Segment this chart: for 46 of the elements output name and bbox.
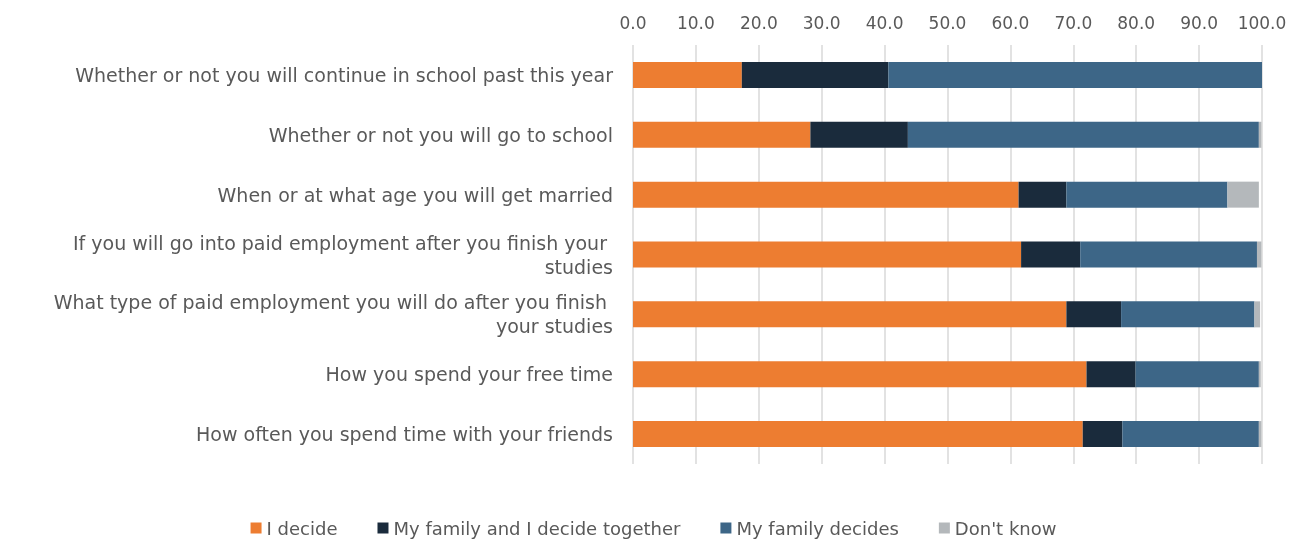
x-tick-label: 10.0	[676, 12, 715, 33]
y-tick-label: When or at what age you will get married	[217, 183, 613, 206]
bar	[1086, 361, 1136, 388]
y-tick-label: Whether or not you will go to school	[268, 123, 613, 146]
y-tick-label: What type of paid employment you will do after you finish your studies	[53, 291, 613, 338]
bar	[907, 121, 1259, 148]
bar	[1122, 421, 1259, 448]
y-tick-label: If you will go into paid employment after you finish your studies	[72, 231, 613, 278]
bar	[1256, 241, 1262, 268]
bar	[633, 181, 1019, 208]
bar	[810, 121, 908, 148]
bar	[1066, 301, 1122, 328]
bar	[633, 301, 1067, 328]
bar	[633, 361, 1087, 388]
legend-label: Don't know	[954, 517, 1057, 539]
bar	[633, 61, 742, 88]
bar	[1082, 421, 1123, 448]
legend-label: I decide	[266, 517, 338, 539]
x-tick-label: 40.0	[865, 12, 904, 33]
x-tick-label: 0.0	[619, 12, 647, 33]
bar	[1018, 181, 1067, 208]
x-tick-label: 50.0	[928, 12, 967, 33]
bar	[633, 421, 1083, 448]
bar	[1135, 361, 1259, 388]
x-tick-label: 80.0	[1117, 12, 1156, 33]
bar	[633, 241, 1022, 268]
bar	[1227, 181, 1259, 208]
legend-label: My family decides	[736, 517, 899, 539]
y-tick-label: Whether or not you will continue in school past this year	[75, 63, 614, 86]
bar	[888, 61, 1262, 88]
legend-label: My family and I decide together	[393, 517, 682, 539]
bar	[1021, 241, 1081, 268]
bar	[633, 121, 811, 148]
x-tick-label: 90.0	[1180, 12, 1219, 33]
x-tick-label: 20.0	[739, 12, 778, 33]
x-tick-label: 100.0	[1237, 12, 1287, 33]
x-tick-label: 60.0	[991, 12, 1030, 33]
bar	[1121, 301, 1255, 328]
x-tick-label: 70.0	[1054, 12, 1093, 33]
bar	[741, 61, 889, 88]
x-tick-label: 30.0	[802, 12, 841, 33]
bar	[1080, 241, 1257, 268]
bar	[1066, 181, 1228, 208]
y-tick-label: How often you spend time with your friends	[196, 423, 613, 446]
bar	[1254, 301, 1261, 328]
y-tick-label: How you spend your free time	[325, 363, 613, 386]
